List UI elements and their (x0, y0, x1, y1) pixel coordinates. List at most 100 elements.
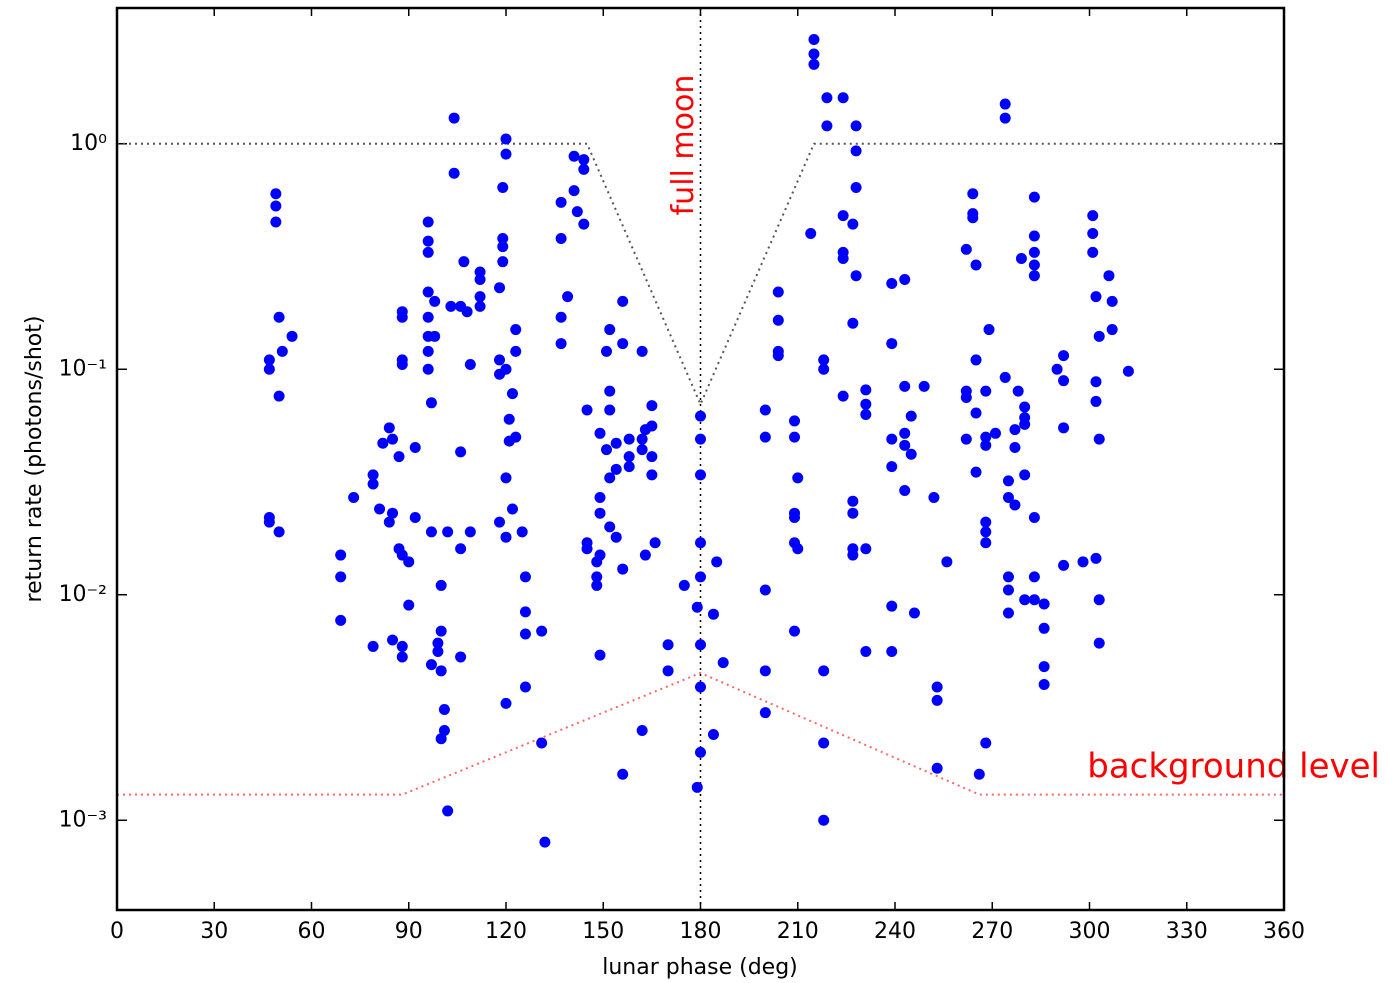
point (970, 354, 982, 366)
point (636, 433, 648, 445)
point (999, 98, 1011, 110)
point (1122, 365, 1134, 377)
point (438, 703, 450, 715)
point (691, 601, 703, 613)
x-tick-label: 120 (485, 919, 527, 944)
point (438, 725, 450, 737)
x-tick-label: 30 (200, 919, 228, 944)
point (1028, 270, 1040, 282)
point (594, 549, 606, 561)
point (464, 358, 476, 370)
point (850, 120, 862, 132)
point (500, 363, 512, 375)
point (555, 196, 567, 208)
point (886, 646, 898, 658)
point (837, 390, 849, 402)
point (497, 233, 509, 245)
point (931, 762, 943, 774)
point (422, 363, 434, 375)
y-tick-label: 10⁰ (70, 131, 107, 156)
point (578, 163, 590, 175)
point (792, 472, 804, 484)
point (695, 469, 706, 481)
point (792, 543, 804, 555)
point (519, 606, 531, 618)
background-annotation: background level (1087, 747, 1380, 787)
point (458, 256, 470, 268)
point (1009, 499, 1021, 511)
point (980, 737, 992, 749)
point (409, 512, 421, 524)
point (422, 246, 434, 258)
point (860, 409, 872, 421)
point (555, 233, 567, 245)
point (960, 433, 972, 445)
reference-line (117, 142, 1284, 407)
point (617, 768, 629, 780)
point (429, 330, 441, 342)
point (610, 463, 622, 475)
point (497, 181, 509, 193)
point (374, 503, 386, 515)
point (805, 228, 817, 239)
point (464, 526, 476, 538)
point (941, 556, 953, 568)
point (1106, 295, 1118, 307)
point (536, 737, 548, 749)
point (1090, 376, 1102, 388)
point (1019, 401, 1031, 413)
point (594, 649, 606, 661)
point (808, 48, 820, 60)
point (808, 33, 820, 45)
point (1028, 594, 1040, 606)
point (1009, 441, 1021, 453)
point (506, 388, 518, 400)
point (899, 274, 911, 286)
point (474, 274, 486, 286)
point (396, 640, 408, 652)
point (1058, 375, 1070, 387)
point (494, 354, 506, 366)
point (928, 491, 940, 503)
point (500, 148, 512, 160)
point (1051, 363, 1063, 375)
point (422, 286, 434, 298)
point (759, 584, 771, 596)
point (1038, 622, 1050, 634)
point (646, 420, 658, 432)
point (581, 543, 593, 555)
point (837, 252, 849, 264)
point (918, 380, 930, 392)
point (695, 681, 706, 693)
point (425, 526, 437, 538)
point (1077, 556, 1089, 568)
point (1090, 552, 1102, 564)
point (503, 413, 515, 425)
point (980, 516, 992, 528)
point (691, 781, 703, 793)
point (263, 516, 275, 528)
point (1028, 191, 1040, 203)
point (367, 640, 379, 652)
point (980, 526, 992, 538)
point (759, 665, 771, 677)
point (886, 433, 898, 445)
point (604, 385, 616, 397)
point (789, 431, 801, 443)
point (960, 243, 972, 255)
point (539, 836, 551, 848)
point (335, 614, 347, 626)
point (497, 256, 509, 268)
point (442, 805, 454, 817)
point (263, 354, 275, 366)
point (1028, 571, 1040, 583)
point (662, 665, 674, 677)
point (899, 380, 911, 392)
x-tick-label: 150 (582, 919, 624, 944)
point (568, 185, 580, 197)
point (886, 600, 898, 612)
point (1002, 607, 1014, 619)
point (662, 639, 674, 651)
point (578, 218, 590, 230)
